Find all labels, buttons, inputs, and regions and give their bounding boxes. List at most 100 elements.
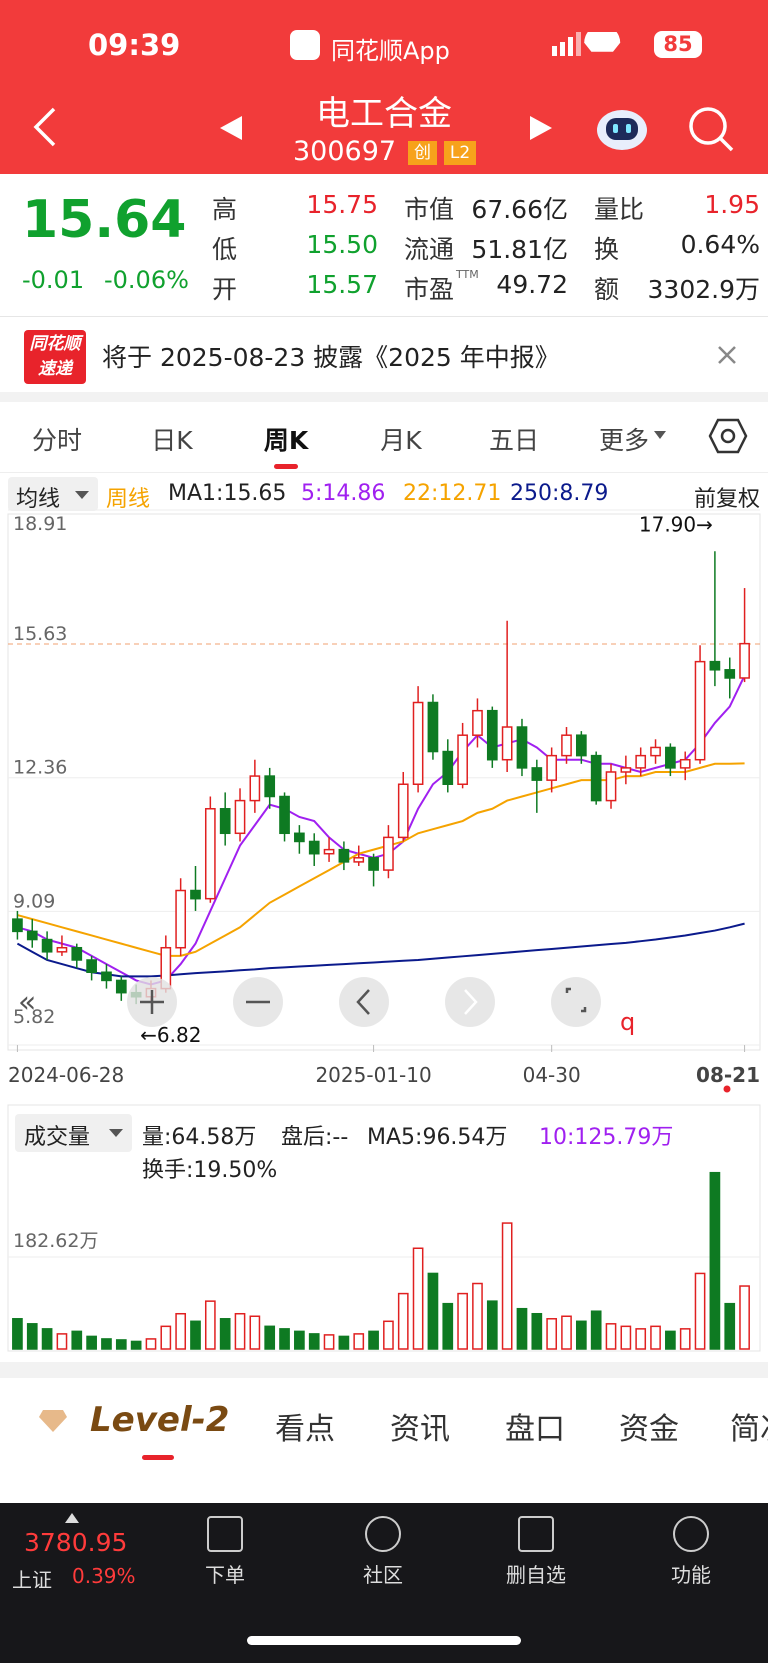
zoom-out-all[interactable]: «: [18, 985, 36, 1020]
volume-item: 10:125.79万: [539, 1125, 674, 1150]
current-dot: [723, 1085, 731, 1093]
candle-body: [71, 946, 83, 961]
stat-label: 量比: [594, 195, 645, 224]
period-tab[interactable]: 五日: [488, 426, 540, 455]
content-tab[interactable]: 看点: [275, 1412, 335, 1447]
candle-body: [679, 758, 691, 769]
ma-item: MA1:15.65: [168, 481, 287, 506]
robot-icon[interactable]: [596, 104, 648, 152]
adjust[interactable]: 前复权: [693, 487, 760, 512]
candle-body: [546, 754, 558, 781]
period-tab[interactable]: 更多: [598, 426, 650, 455]
content-tab[interactable]: 简况: [730, 1412, 768, 1447]
volume-bar: [739, 1285, 750, 1350]
candle-body: [279, 795, 290, 835]
period: 周线: [106, 487, 151, 512]
back-button[interactable]: [30, 105, 60, 149]
nav-icon[interactable]: [365, 1516, 401, 1552]
settings[interactable]: [708, 416, 748, 456]
ma-item: 22:12.71: [403, 481, 502, 506]
volume-bar: [71, 1330, 83, 1350]
candle-body: [501, 726, 513, 761]
candle-body: [383, 836, 394, 871]
price: 15.64: [22, 190, 187, 250]
stat-label: 流通: [404, 235, 455, 264]
period-tab[interactable]: 周K: [263, 426, 309, 455]
dropdown: [75, 491, 89, 499]
close-notice[interactable]: [716, 344, 738, 366]
nav-label[interactable]: 社区: [363, 1563, 403, 1587]
stat-value: 49.72: [496, 270, 568, 299]
button-glyph: [464, 989, 478, 1015]
ma-item: 250:8.79: [510, 481, 609, 506]
volume-bar: [486, 1300, 498, 1350]
candle-body: [41, 938, 53, 953]
change: -0.01: [22, 266, 85, 294]
home-indicator: [247, 1636, 521, 1645]
low-annotation: ←6.82: [140, 1023, 201, 1047]
volume-bar: [234, 1312, 246, 1350]
tab-underline: [274, 464, 298, 469]
candle-body: [190, 889, 201, 900]
search-icon[interactable]: [686, 104, 736, 154]
candle-body: [323, 848, 335, 855]
volume-bar: [175, 1312, 187, 1350]
nav-icon[interactable]: [518, 1516, 554, 1552]
content-tab[interactable]: 盘口: [505, 1412, 565, 1447]
next-stock[interactable]: [528, 114, 554, 142]
y-tick-label: 12.36: [13, 757, 67, 779]
y-tick-label: 9.09: [13, 890, 55, 912]
stat-value: 0.64%: [680, 230, 760, 259]
content-tab[interactable]: Level-2: [90, 1400, 230, 1440]
chart-button[interactable]: [445, 977, 495, 1027]
candle-body: [264, 775, 276, 798]
candle-body: [650, 746, 661, 757]
battery: 85: [654, 31, 702, 58]
divider: [0, 472, 768, 473]
chart-button[interactable]: [551, 977, 601, 1027]
volume-bar: [130, 1340, 142, 1350]
stat-value: 51.81亿: [471, 235, 568, 264]
nav-icon[interactable]: [207, 1516, 243, 1552]
stat-value: 15.57: [306, 270, 378, 299]
volume-bar: [665, 1330, 676, 1350]
gap: [0, 392, 768, 402]
volume-bar: [427, 1272, 439, 1350]
notice-text[interactable]: 将于 2025-08-23 披露《2025 年中报》: [102, 343, 560, 372]
period-tab[interactable]: 月K: [380, 426, 422, 455]
badge: L2: [444, 141, 476, 165]
volume-bar: [249, 1315, 261, 1350]
x-tick-label: 04-30: [523, 1063, 581, 1087]
volume-bar: [308, 1333, 320, 1350]
nav-label[interactable]: 功能: [671, 1563, 711, 1587]
content-tab[interactable]: 资金: [619, 1412, 679, 1447]
volume-item: 盘后:--: [281, 1125, 349, 1150]
volume-bar: [620, 1325, 632, 1350]
ma-item: 5:14.86: [301, 481, 386, 506]
volume-bar: [442, 1302, 454, 1350]
y-tick-label: 15.63: [13, 623, 67, 645]
nav-label[interactable]: 删自选: [506, 1563, 566, 1587]
chart-button[interactable]: [339, 977, 389, 1027]
volume-tick-label: 182.62万: [13, 1230, 98, 1252]
prev-stock[interactable]: [218, 114, 244, 142]
ma-line: [17, 762, 745, 957]
period-tab[interactable]: 分时: [31, 426, 83, 455]
period-tab[interactable]: 日K: [151, 426, 193, 455]
content-tab[interactable]: 资讯: [390, 1412, 450, 1447]
volume-bar: [679, 1328, 691, 1350]
nav-icon[interactable]: [673, 1516, 709, 1552]
candle-body: [86, 959, 97, 973]
divider: [0, 316, 768, 317]
stat-label: 换: [594, 235, 620, 264]
stat-value: 1.95: [704, 190, 760, 219]
x-tick-label: 2024-06-28: [8, 1063, 124, 1087]
volume-bar: [219, 1318, 231, 1350]
volume-bar: [264, 1325, 276, 1350]
nav-label[interactable]: 下单: [205, 1563, 245, 1587]
turnover: 换手:19.50%: [142, 1158, 278, 1183]
badge: 创: [408, 141, 437, 165]
volume-bar: [383, 1320, 394, 1350]
